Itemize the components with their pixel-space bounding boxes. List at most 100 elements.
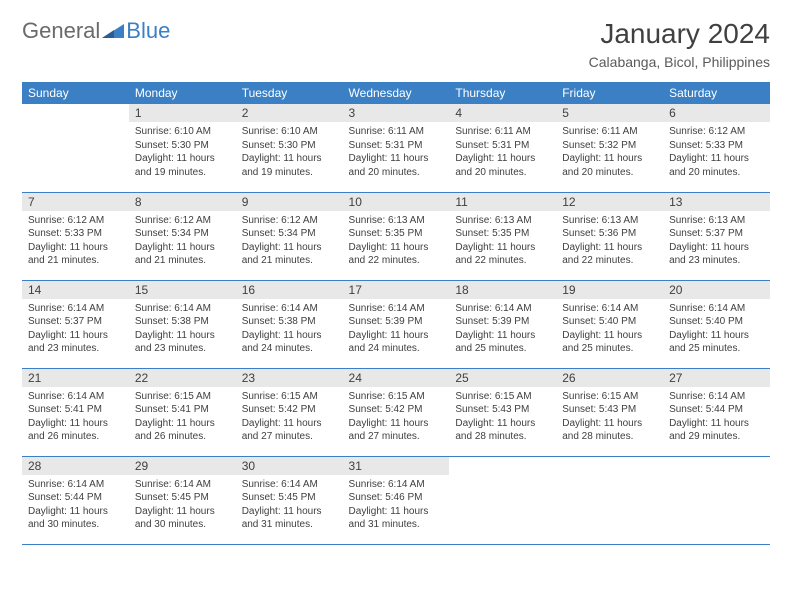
day-header: Wednesday (343, 82, 450, 104)
day-number: 19 (556, 281, 663, 299)
calendar-day-cell: 6Sunrise: 6:12 AMSunset: 5:33 PMDaylight… (663, 104, 770, 192)
day-details: Sunrise: 6:13 AMSunset: 5:35 PMDaylight:… (449, 211, 556, 272)
day-number: 4 (449, 104, 556, 122)
calendar-day-cell: 17Sunrise: 6:14 AMSunset: 5:39 PMDayligh… (343, 280, 450, 368)
day-number: 2 (236, 104, 343, 122)
day-number-empty (663, 457, 770, 475)
day-details: Sunrise: 6:12 AMSunset: 5:33 PMDaylight:… (663, 122, 770, 183)
day-number: 3 (343, 104, 450, 122)
calendar-day-cell: 8Sunrise: 6:12 AMSunset: 5:34 PMDaylight… (129, 192, 236, 280)
calendar-head: SundayMondayTuesdayWednesdayThursdayFrid… (22, 82, 770, 104)
day-details: Sunrise: 6:15 AMSunset: 5:43 PMDaylight:… (449, 387, 556, 448)
day-number: 17 (343, 281, 450, 299)
day-number: 24 (343, 369, 450, 387)
day-number: 9 (236, 193, 343, 211)
day-details: Sunrise: 6:14 AMSunset: 5:46 PMDaylight:… (343, 475, 450, 536)
calendar-day-cell: 2Sunrise: 6:10 AMSunset: 5:30 PMDaylight… (236, 104, 343, 192)
day-details: Sunrise: 6:13 AMSunset: 5:36 PMDaylight:… (556, 211, 663, 272)
day-details: Sunrise: 6:12 AMSunset: 5:34 PMDaylight:… (129, 211, 236, 272)
calendar-week-row: 21Sunrise: 6:14 AMSunset: 5:41 PMDayligh… (22, 368, 770, 456)
day-details: Sunrise: 6:14 AMSunset: 5:45 PMDaylight:… (236, 475, 343, 536)
calendar-day-cell: 9Sunrise: 6:12 AMSunset: 5:34 PMDaylight… (236, 192, 343, 280)
calendar-week-row: 1Sunrise: 6:10 AMSunset: 5:30 PMDaylight… (22, 104, 770, 192)
day-number: 21 (22, 369, 129, 387)
day-number: 27 (663, 369, 770, 387)
calendar-day-cell: 18Sunrise: 6:14 AMSunset: 5:39 PMDayligh… (449, 280, 556, 368)
day-details: Sunrise: 6:15 AMSunset: 5:41 PMDaylight:… (129, 387, 236, 448)
calendar-table: SundayMondayTuesdayWednesdayThursdayFrid… (22, 82, 770, 545)
day-details: Sunrise: 6:14 AMSunset: 5:38 PMDaylight:… (236, 299, 343, 360)
day-details: Sunrise: 6:14 AMSunset: 5:41 PMDaylight:… (22, 387, 129, 448)
day-details: Sunrise: 6:14 AMSunset: 5:44 PMDaylight:… (22, 475, 129, 536)
calendar-day-cell: 29Sunrise: 6:14 AMSunset: 5:45 PMDayligh… (129, 456, 236, 544)
day-number-empty (556, 457, 663, 475)
day-number: 1 (129, 104, 236, 122)
calendar-day-cell: 28Sunrise: 6:14 AMSunset: 5:44 PMDayligh… (22, 456, 129, 544)
day-details: Sunrise: 6:14 AMSunset: 5:45 PMDaylight:… (129, 475, 236, 536)
day-number: 15 (129, 281, 236, 299)
day-header: Monday (129, 82, 236, 104)
location: Calabanga, Bicol, Philippines (589, 54, 770, 70)
calendar-day-cell: 21Sunrise: 6:14 AMSunset: 5:41 PMDayligh… (22, 368, 129, 456)
logo-text-gray: General (22, 18, 100, 44)
day-number: 23 (236, 369, 343, 387)
day-details: Sunrise: 6:15 AMSunset: 5:42 PMDaylight:… (236, 387, 343, 448)
day-details: Sunrise: 6:13 AMSunset: 5:37 PMDaylight:… (663, 211, 770, 272)
day-details: Sunrise: 6:14 AMSunset: 5:44 PMDaylight:… (663, 387, 770, 448)
calendar-week-row: 7Sunrise: 6:12 AMSunset: 5:33 PMDaylight… (22, 192, 770, 280)
day-number-empty (449, 457, 556, 475)
day-number: 25 (449, 369, 556, 387)
calendar-day-cell: 1Sunrise: 6:10 AMSunset: 5:30 PMDaylight… (129, 104, 236, 192)
calendar-day-cell (663, 456, 770, 544)
calendar-day-cell: 3Sunrise: 6:11 AMSunset: 5:31 PMDaylight… (343, 104, 450, 192)
calendar-day-cell: 23Sunrise: 6:15 AMSunset: 5:42 PMDayligh… (236, 368, 343, 456)
month-title: January 2024 (589, 18, 770, 50)
calendar-day-cell (22, 104, 129, 192)
day-details: Sunrise: 6:10 AMSunset: 5:30 PMDaylight:… (129, 122, 236, 183)
day-number: 8 (129, 193, 236, 211)
day-details: Sunrise: 6:14 AMSunset: 5:40 PMDaylight:… (556, 299, 663, 360)
calendar-day-cell: 11Sunrise: 6:13 AMSunset: 5:35 PMDayligh… (449, 192, 556, 280)
day-details: Sunrise: 6:12 AMSunset: 5:34 PMDaylight:… (236, 211, 343, 272)
logo-text-blue: Blue (126, 18, 170, 44)
day-header: Saturday (663, 82, 770, 104)
day-number: 12 (556, 193, 663, 211)
day-details: Sunrise: 6:10 AMSunset: 5:30 PMDaylight:… (236, 122, 343, 183)
day-number: 29 (129, 457, 236, 475)
calendar-day-cell: 14Sunrise: 6:14 AMSunset: 5:37 PMDayligh… (22, 280, 129, 368)
day-number: 16 (236, 281, 343, 299)
day-number: 10 (343, 193, 450, 211)
day-number: 22 (129, 369, 236, 387)
day-header: Sunday (22, 82, 129, 104)
calendar-body: 1Sunrise: 6:10 AMSunset: 5:30 PMDaylight… (22, 104, 770, 544)
calendar-day-cell: 5Sunrise: 6:11 AMSunset: 5:32 PMDaylight… (556, 104, 663, 192)
day-details: Sunrise: 6:11 AMSunset: 5:32 PMDaylight:… (556, 122, 663, 183)
day-number-empty (22, 104, 129, 122)
calendar-day-cell: 22Sunrise: 6:15 AMSunset: 5:41 PMDayligh… (129, 368, 236, 456)
day-details: Sunrise: 6:15 AMSunset: 5:43 PMDaylight:… (556, 387, 663, 448)
calendar-day-cell: 30Sunrise: 6:14 AMSunset: 5:45 PMDayligh… (236, 456, 343, 544)
day-number: 28 (22, 457, 129, 475)
day-number: 18 (449, 281, 556, 299)
calendar-week-row: 28Sunrise: 6:14 AMSunset: 5:44 PMDayligh… (22, 456, 770, 544)
day-number: 7 (22, 193, 129, 211)
day-details: Sunrise: 6:11 AMSunset: 5:31 PMDaylight:… (343, 122, 450, 183)
calendar-day-cell: 16Sunrise: 6:14 AMSunset: 5:38 PMDayligh… (236, 280, 343, 368)
day-details: Sunrise: 6:15 AMSunset: 5:42 PMDaylight:… (343, 387, 450, 448)
day-number: 26 (556, 369, 663, 387)
day-number: 30 (236, 457, 343, 475)
calendar-day-cell: 24Sunrise: 6:15 AMSunset: 5:42 PMDayligh… (343, 368, 450, 456)
calendar-day-cell (449, 456, 556, 544)
day-details: Sunrise: 6:14 AMSunset: 5:39 PMDaylight:… (449, 299, 556, 360)
day-number: 11 (449, 193, 556, 211)
calendar-day-cell: 13Sunrise: 6:13 AMSunset: 5:37 PMDayligh… (663, 192, 770, 280)
calendar-day-cell: 10Sunrise: 6:13 AMSunset: 5:35 PMDayligh… (343, 192, 450, 280)
calendar-day-cell: 31Sunrise: 6:14 AMSunset: 5:46 PMDayligh… (343, 456, 450, 544)
day-header: Friday (556, 82, 663, 104)
calendar-day-cell: 26Sunrise: 6:15 AMSunset: 5:43 PMDayligh… (556, 368, 663, 456)
logo-triangle-icon (102, 22, 124, 40)
calendar-day-cell: 19Sunrise: 6:14 AMSunset: 5:40 PMDayligh… (556, 280, 663, 368)
day-details: Sunrise: 6:12 AMSunset: 5:33 PMDaylight:… (22, 211, 129, 272)
calendar-day-cell: 12Sunrise: 6:13 AMSunset: 5:36 PMDayligh… (556, 192, 663, 280)
day-header: Thursday (449, 82, 556, 104)
